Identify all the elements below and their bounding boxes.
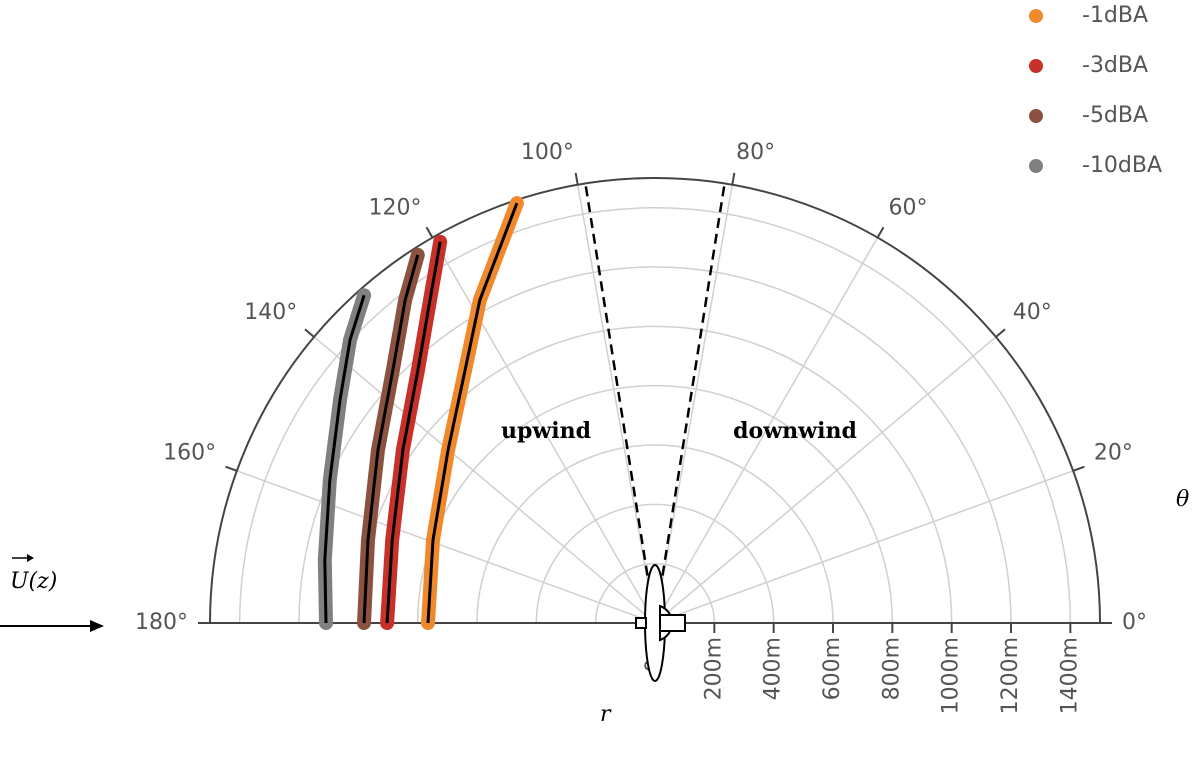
- legend-marker: [1029, 9, 1043, 23]
- legend: -1dBA -3dBA -5dBA -10dBA: [1029, 3, 1162, 178]
- grid-circle: [298, 266, 1012, 624]
- contour-fit: [362, 254, 420, 624]
- legend-label: -3dBA: [1082, 53, 1148, 78]
- x-tick-label: 160°: [163, 440, 216, 465]
- flow-label: U(z): [10, 569, 57, 594]
- annotation: upwind: [501, 418, 591, 444]
- x-tick: [731, 172, 736, 185]
- grid-circle: [594, 563, 716, 624]
- flow-arrow: [0, 554, 104, 632]
- grid-spoke: [654, 470, 1074, 624]
- x-tick: [225, 465, 238, 472]
- outer-axis: [209, 177, 1101, 624]
- x-tick-label: 80°: [736, 140, 775, 165]
- grid-circle: [416, 385, 894, 624]
- x-tick-label: 0°: [1122, 610, 1147, 635]
- contour-fit: [385, 241, 442, 624]
- x-tick-label: 100°: [521, 140, 574, 165]
- x-tick: [304, 328, 315, 338]
- grid-spoke: [654, 237, 879, 624]
- grid-spoke: [431, 237, 656, 624]
- x-tick-label: 60°: [889, 196, 928, 221]
- x-tick: [425, 226, 434, 239]
- grid-circle: [535, 503, 775, 624]
- sector-boundary: [653, 183, 726, 624]
- grid-spoke: [236, 470, 656, 624]
- x-tick-label: 20°: [1094, 440, 1133, 465]
- x-tick: [574, 172, 579, 185]
- x-tick: [995, 328, 1006, 338]
- x-tick-label: 140°: [244, 300, 297, 325]
- legend-marker: [1029, 59, 1043, 73]
- x-tick-label: 180°: [135, 610, 188, 635]
- r-tick-label: 1400m: [1057, 637, 1082, 714]
- r-tick-label: 800m: [879, 637, 904, 700]
- grid-spoke: [654, 184, 734, 624]
- legend-label: -10dBA: [1082, 153, 1162, 178]
- r-tick-label: 200m: [701, 637, 726, 700]
- grid-circle: [476, 444, 834, 624]
- legend-marker: [1029, 159, 1043, 173]
- x-tick-label: 120°: [369, 196, 422, 221]
- marks: [317, 183, 726, 630]
- r-tick-label: 1200m: [998, 637, 1023, 714]
- turbine-icon: [635, 564, 686, 682]
- legend-label: -5dBA: [1082, 103, 1148, 128]
- legend-marker: [1029, 109, 1043, 123]
- legend-label: -1dBA: [1082, 3, 1148, 28]
- x-tick: [1072, 465, 1085, 472]
- contour-fit: [323, 294, 366, 624]
- grid-spoke: [654, 336, 997, 624]
- r-tick-label: 400m: [761, 637, 786, 700]
- contour-band: [317, 288, 372, 630]
- r-tick-label: 600m: [820, 637, 845, 700]
- x-tick-label: 40°: [1013, 300, 1052, 325]
- grid-spoke: [313, 336, 656, 624]
- grid-spoke: [576, 184, 656, 624]
- theta-label: θ: [1176, 487, 1189, 512]
- sector-boundary: [584, 183, 657, 624]
- r-label: r: [600, 702, 612, 727]
- annotation: downwind: [733, 418, 857, 444]
- x-tick: [876, 226, 885, 239]
- contour-fit: [426, 202, 519, 624]
- r-tick-label: 1000m: [939, 637, 964, 714]
